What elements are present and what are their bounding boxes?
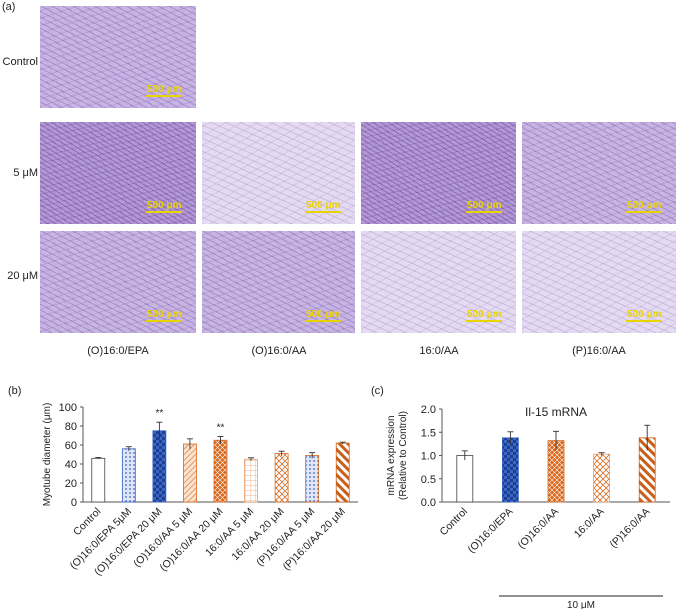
- chart-title: Il-15 mRNA: [525, 405, 587, 419]
- column-label-o-epa: (O)16:0/EPA: [87, 345, 149, 357]
- row-label-control: Control: [2, 56, 38, 68]
- category-label: Control: [437, 506, 469, 538]
- micrograph-control: 500 μm: [40, 6, 196, 108]
- y-tick-label: 80: [65, 421, 77, 433]
- micrograph-o-aa-5um: 500 μm: [202, 122, 355, 224]
- bar: [593, 453, 611, 503]
- bar: [91, 457, 106, 503]
- category-label: (O)16:0/EPA: [465, 506, 515, 556]
- micrograph-o-epa-20um: 500 μm: [40, 231, 196, 333]
- scale-bar: 500 μm: [466, 309, 503, 322]
- chart-il15-mrna: 0.0 0.5 1.0 1.5 2.0 mRNA expression (Relative …: [386, 404, 670, 609]
- category-label: 16:0/AA: [572, 506, 607, 541]
- micrograph-aa-20um: 500 μm: [361, 231, 516, 333]
- y-tick-label: 20: [65, 478, 77, 490]
- bar: [305, 455, 320, 503]
- micrograph-p-aa-20um: 500 μm: [522, 231, 676, 333]
- y-tick-label: 40: [65, 459, 77, 471]
- y-tick-label: 2.0: [421, 404, 436, 416]
- y-axis-label: mRNA expression: [386, 415, 397, 495]
- y-tick-label: 60: [65, 440, 77, 452]
- y-tick-label: 0.5: [421, 474, 436, 486]
- y-tick-label: 1.5: [421, 427, 436, 439]
- y-axis-label: (Relative to Control): [398, 411, 409, 500]
- micrograph-aa-5um: 500 μm: [361, 122, 516, 224]
- micrograph-p-aa-5um: 500 μm: [522, 122, 676, 224]
- column-label-p-aa: (P)16:0/AA: [572, 345, 626, 357]
- scale-bar: 500 μm: [146, 84, 183, 97]
- y-tick-label: 0.0: [421, 497, 436, 509]
- panel-b-label: (b): [8, 385, 22, 397]
- scale-bar: 500 μm: [626, 309, 663, 322]
- category-label: (P)16:0/AA: [608, 506, 653, 551]
- bar: [335, 442, 350, 503]
- column-label-aa: 16:0/AA: [419, 345, 459, 357]
- bar: [213, 439, 228, 503]
- column-label-o-aa: (O)16:0/AA: [251, 345, 307, 357]
- dose-bracket-label: 10 μM: [567, 600, 595, 609]
- y-axis-label: Myotube diameter (μm): [42, 403, 53, 507]
- bar: [152, 430, 167, 503]
- significance-marker: **: [155, 408, 163, 419]
- panel-a-label: (a): [2, 1, 16, 13]
- bar: [121, 448, 136, 503]
- category-label: (O)16:0/AA: [515, 506, 561, 552]
- bar: [244, 458, 258, 503]
- y-tick-label: 100: [59, 402, 77, 414]
- scale-bar: 500 μm: [305, 200, 342, 213]
- scale-bar: 500 μm: [146, 309, 183, 322]
- bar: [501, 437, 519, 503]
- bar: [183, 443, 197, 503]
- y-tick-label: 0: [71, 497, 77, 509]
- bar: [456, 455, 474, 503]
- micrograph-o-epa-5um: 500 μm: [40, 122, 196, 224]
- panel-c-label: (c): [371, 385, 384, 397]
- micrograph-o-aa-20um: 500 μm: [202, 231, 355, 333]
- row-label-20um: 20 μM: [7, 270, 38, 282]
- bar: [274, 453, 289, 503]
- scale-bar: 500 μm: [305, 309, 342, 322]
- scale-bar: 500 μm: [146, 200, 183, 213]
- y-tick-label: 1.0: [421, 451, 436, 463]
- significance-marker: **: [217, 422, 225, 433]
- scale-bar: 500 μm: [626, 200, 663, 213]
- scale-bar: 500 μm: [466, 200, 503, 213]
- row-label-5um: 5 μM: [13, 167, 38, 179]
